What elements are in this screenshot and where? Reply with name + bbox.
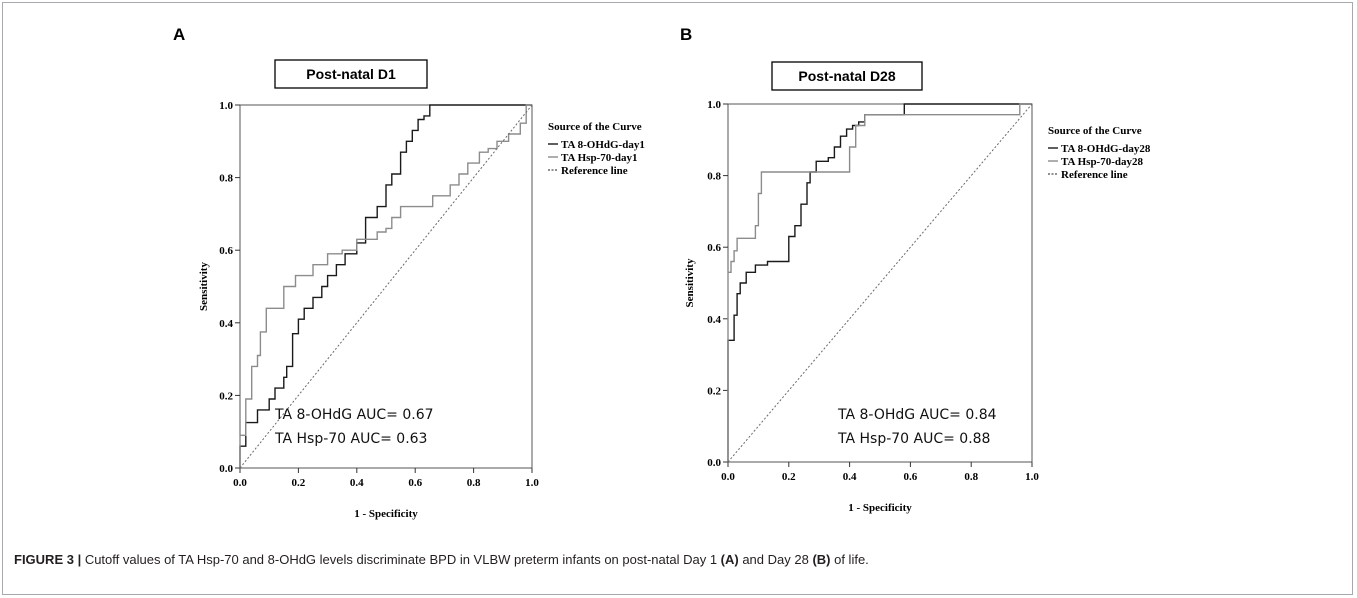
panel-b-title-box (771, 61, 923, 91)
panel-a-legend-title: Source of the Curve (548, 121, 642, 133)
panel-a-x-tick-label: 0.2 (292, 477, 306, 489)
panel-a-x-tick-label: 0.6 (408, 477, 422, 489)
panel-b-x-tick-label: 0.8 (964, 471, 978, 483)
panel-b-title: Post-natal D28 (798, 68, 895, 84)
panel-a-legend-label-1: TA 8-OHdG-day1 (561, 139, 645, 151)
panel-b-y-tick-label: 0.0 (707, 457, 721, 469)
caption-ref-b: (B) (812, 552, 831, 567)
panel-b-legend-label-3: Reference line (1061, 169, 1128, 181)
panel-a-x-tick-label: 0.8 (467, 477, 481, 489)
panel-b-y-tick-label: 0.6 (707, 242, 721, 254)
panel-b-x-tick-label: 0.0 (721, 471, 735, 483)
panel-a-series-line-3 (239, 104, 533, 469)
panel-a-title: Post-natal D1 (306, 66, 396, 82)
panel-b-x-tick-label: 0.2 (782, 471, 796, 483)
panel-a-series-line-1 (239, 104, 532, 468)
panel-a-series-line-2 (239, 104, 532, 468)
caption-text-2: and Day 28 (738, 552, 813, 567)
panel-a-title-box (274, 59, 428, 89)
panel-b-series-line-2 (727, 103, 1032, 462)
panel-a-y-tick-label: 0.2 (219, 390, 233, 402)
panel-b-y-axis-title: Sensitivity (684, 258, 696, 307)
panel-a-y-tick-label: 0.0 (219, 463, 233, 475)
panel-b-legend-label-2: TA Hsp-70-day28 (1061, 156, 1144, 168)
panel-a-y-tick-label: 1.0 (219, 100, 233, 112)
panel-a-x-axis-title: 1 - Specificity (354, 508, 418, 520)
panel-b-x-tick-label: 0.4 (843, 471, 857, 483)
panel-a-legend-label-3: Reference line (561, 165, 628, 177)
panel-b-letter: B (680, 25, 692, 44)
panel-b-auc-annotation-2: TA Hsp-70 AUC= 0.88 (837, 431, 990, 447)
panel-b-legend-label-1: TA 8-OHdG-day28 (1061, 143, 1151, 155)
panel-a-x-tick-label: 0.0 (233, 477, 247, 489)
panel-b-y-tick-label: 0.8 (707, 171, 721, 183)
panel-a-plot-frame (239, 104, 533, 469)
caption-text-1: Cutoff values of TA Hsp-70 and 8-OHdG le… (81, 552, 721, 567)
panel-a-y-tick-label: 0.8 (219, 173, 233, 185)
figure-caption: FIGURE 3 | Cutoff values of TA Hsp-70 an… (14, 551, 1334, 569)
panel-a-y-tick-label: 0.6 (219, 245, 233, 257)
panel-b-auc-annotation-1: TA 8-OHdG AUC= 0.84 (837, 407, 997, 423)
panel-a-legend-label-2: TA Hsp-70-day1 (561, 152, 638, 164)
panel-a-auc-annotation-1: TA 8-OHdG AUC= 0.67 (274, 407, 434, 423)
panel-a-x-tick-label: 1.0 (525, 477, 539, 489)
panel-b-x-axis-title: 1 - Specificity (848, 502, 912, 514)
panel-a-y-axis-title: Sensitivity (198, 262, 210, 311)
panel-b-x-tick-label: 1.0 (1025, 471, 1039, 483)
panel-a-y-tick-label: 0.4 (219, 318, 233, 330)
panel-b-y-tick-label: 1.0 (707, 99, 721, 111)
caption-ref-a: (A) (720, 552, 739, 567)
caption-text-3: of life. (830, 552, 869, 567)
caption-label: FIGURE 3 | (14, 552, 82, 567)
panel-b-legend-title: Source of the Curve (1048, 125, 1142, 137)
panel-a-auc-annotation-2: TA Hsp-70 AUC= 0.63 (274, 431, 427, 447)
figure-charts: A Post-natal D1 0.0 0.2 0.4 0.6 0.8 1.0 0.0 0.2 0.… (173, 25, 1151, 520)
panel-b-y-tick-label: 0.2 (707, 385, 721, 397)
panel-a-letter: A (173, 25, 185, 44)
panel-a-x-tick-label: 0.4 (350, 477, 364, 489)
panel-b-x-tick-label: 0.6 (904, 471, 918, 483)
panel-b-y-tick-label: 0.4 (707, 314, 721, 326)
